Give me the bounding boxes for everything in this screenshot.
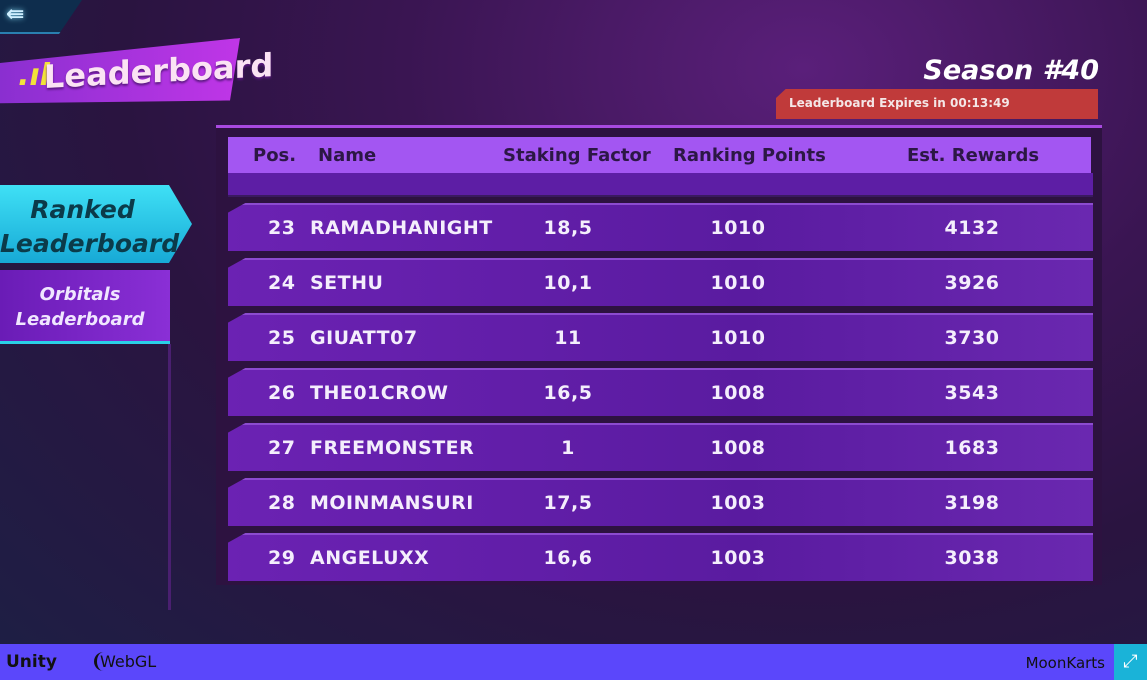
cell-rewards: 1683 [944, 437, 1000, 459]
cell-points: 1003 [710, 547, 766, 569]
table-row[interactable]: 26 THE01CROW 16,5 1008 3543 [228, 368, 1093, 416]
cell-rewards: 3543 [944, 382, 1000, 404]
cell-points: 1010 [710, 217, 766, 239]
sidebar-divider [168, 344, 171, 610]
table-row[interactable]: 29 ANGELUXX 16,6 1003 3038 [228, 533, 1093, 581]
game-title: MoonKarts [1025, 654, 1105, 672]
cell-staking: 1 [561, 437, 575, 459]
cell-pos: 26 [268, 382, 296, 404]
cell-name: SETHU [310, 272, 384, 294]
cell-staking: 16,5 [543, 382, 593, 404]
col-staking: Staking Factor [503, 145, 651, 166]
page-title: Leaderboard [44, 45, 274, 97]
table-row[interactable]: 23 RAMADHANIGHT 18,5 1010 4132 [228, 203, 1093, 251]
col-rewards: Est. Rewards [907, 145, 1040, 166]
table-row[interactable]: 24 SETHU 10,1 1010 3926 [228, 258, 1093, 306]
nav-label: Ranked Leaderboard [0, 195, 180, 258]
cell-staking: 11 [554, 327, 582, 349]
cell-pos: 27 [268, 437, 296, 459]
nav-ranked-leaderboard[interactable]: Ranked Leaderboard [0, 185, 192, 263]
table-header: Pos. Name Staking Factor Ranking Points … [228, 137, 1091, 173]
table-row[interactable]: 28 MOINMANSURI 17,5 1003 3198 [228, 478, 1093, 526]
back-arrow-icon: ⇚ [6, 2, 25, 27]
cell-rewards: 3198 [944, 492, 1000, 514]
cell-name: GIUATT07 [310, 327, 418, 349]
col-points: Ranking Points [673, 145, 826, 166]
col-name: Name [318, 145, 377, 166]
nav-orbitals-leaderboard[interactable]: Orbitals Leaderboard [0, 270, 170, 344]
table-row[interactable]: 27 FREEMONSTER 1 1008 1683 [228, 423, 1093, 471]
nav-label: Orbitals Leaderboard [15, 284, 145, 330]
cell-pos: 24 [268, 272, 296, 294]
cell-pos: 23 [268, 217, 296, 239]
back-button[interactable]: ⇚ [0, 0, 82, 34]
season-label: Season #40 [923, 55, 1099, 86]
cell-staking: 17,5 [543, 492, 593, 514]
cell-name: ANGELUXX [310, 547, 430, 569]
cell-points: 1010 [710, 327, 766, 349]
cell-rewards: 3730 [944, 327, 1000, 349]
expires-timer: Leaderboard Expires in 00:13:49 [776, 89, 1098, 119]
fullscreen-icon: ⤢ [1123, 651, 1138, 672]
col-pos: Pos. [253, 145, 297, 166]
table-row-clipped [228, 173, 1093, 197]
cell-name: RAMADHANIGHT [310, 217, 493, 239]
cell-points: 1003 [710, 492, 766, 514]
cell-pos: 28 [268, 492, 296, 514]
fullscreen-button[interactable]: ⤢ [1114, 644, 1147, 680]
table-row[interactable]: 25 GIUATT07 11 1010 3730 [228, 313, 1093, 361]
cell-staking: 18,5 [543, 217, 593, 239]
leaderboard-logo-icon: .ıl [18, 58, 50, 93]
cell-name: FREEMONSTER [310, 437, 475, 459]
cell-rewards: 3038 [944, 547, 1000, 569]
unity-logo: Unity [6, 652, 57, 672]
cell-rewards: 4132 [944, 217, 1000, 239]
cell-pos: 25 [268, 327, 296, 349]
cell-name: MOINMANSURI [310, 492, 474, 514]
cell-points: 1008 [710, 382, 766, 404]
cell-name: THE01CROW [310, 382, 449, 404]
webgl-footer: Unity WebGL MoonKarts ⤢ [0, 644, 1147, 680]
cell-points: 1010 [710, 272, 766, 294]
cell-staking: 10,1 [543, 272, 593, 294]
cell-points: 1008 [710, 437, 766, 459]
cell-pos: 29 [268, 547, 296, 569]
webgl-logo: WebGL [94, 652, 156, 671]
cell-staking: 16,6 [543, 547, 593, 569]
cell-rewards: 3926 [944, 272, 1000, 294]
